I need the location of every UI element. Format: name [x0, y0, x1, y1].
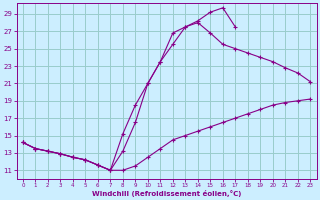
X-axis label: Windchill (Refroidissement éolien,°C): Windchill (Refroidissement éolien,°C)	[92, 190, 241, 197]
